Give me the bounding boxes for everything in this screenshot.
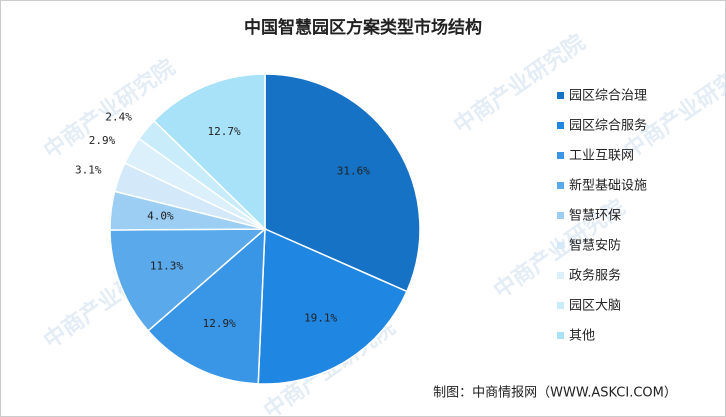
- legend-swatch: [557, 182, 564, 189]
- data-label: 19.1%: [304, 312, 337, 325]
- legend-swatch: [557, 332, 564, 339]
- legend-label: 政务服务: [569, 268, 621, 284]
- legend-swatch: [557, 272, 564, 279]
- data-label: 3.1%: [75, 164, 102, 177]
- legend-swatch: [557, 122, 564, 129]
- legend-label: 智慧安防: [569, 238, 621, 254]
- pie-slice: [152, 73, 266, 231]
- legend-label: 工业互联网: [569, 149, 634, 164]
- legend-label: 园区综合治理: [569, 89, 647, 104]
- chart-title: 中国智慧园区方案类型市场结构: [244, 17, 482, 38]
- data-label: 11.3%: [150, 259, 183, 272]
- legend-label: 智慧环保: [569, 208, 621, 224]
- legend-swatch: [557, 92, 564, 99]
- data-label: 4.0%: [147, 209, 174, 222]
- pie-slice: [147, 227, 266, 385]
- data-label: 2.4%: [105, 111, 132, 124]
- legend-swatch: [557, 242, 564, 249]
- pie-slice: [109, 228, 268, 332]
- legend-label: 园区综合服务: [569, 118, 647, 134]
- legend-swatch: [557, 302, 564, 309]
- source: 制图：中商情报网（WWW.ASKCI.COM）: [433, 386, 677, 401]
- data-label: 31.6%: [337, 164, 370, 177]
- legend-label: 园区大脑: [569, 299, 621, 314]
- data-label: 12.7%: [207, 125, 240, 138]
- legend-swatch: [557, 212, 564, 219]
- data-label: 2.9%: [89, 134, 116, 147]
- data-label: 12.9%: [203, 317, 236, 330]
- pie-slice: [257, 227, 408, 385]
- legend-label: 新型基础设施: [569, 178, 647, 194]
- legend-swatch: [557, 152, 564, 159]
- pie-slice: [264, 73, 421, 293]
- legend-label: 其他: [569, 329, 595, 344]
